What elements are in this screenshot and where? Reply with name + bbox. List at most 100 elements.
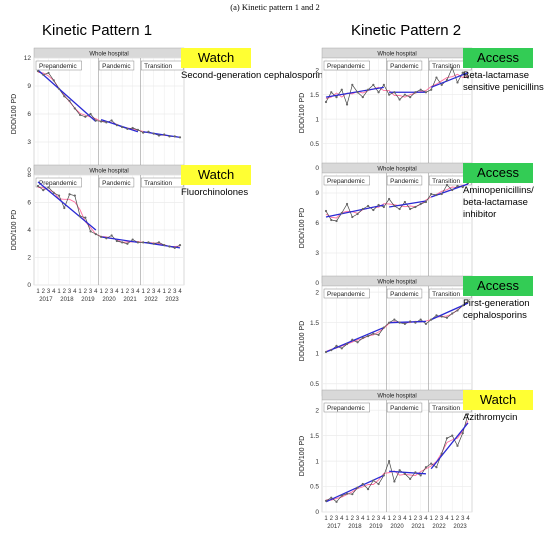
chart-panel-1: Whole hospital 0 3 6 9 12 Prepandemic Pandemic T…	[11, 47, 185, 174]
data-point	[377, 91, 380, 94]
data-point	[403, 200, 406, 204]
period-label-box	[323, 175, 370, 186]
data-point	[435, 193, 438, 197]
y-tick-label: 1	[315, 350, 319, 357]
regression-segment	[143, 241, 181, 249]
y-tick-label: 6	[27, 111, 31, 118]
regression-segment	[325, 86, 384, 98]
data-point	[382, 83, 385, 86]
data-point	[131, 126, 134, 130]
data-point	[52, 191, 55, 194]
y-tick-label: 1	[315, 116, 319, 123]
data-point	[110, 119, 113, 122]
period-label-box	[35, 177, 82, 188]
data-point	[398, 98, 401, 101]
x-tick-quarter-label: 3	[131, 289, 135, 295]
y-axis-label: DDD/100 PD	[299, 208, 306, 248]
data-point	[361, 482, 364, 486]
x-tick-quarter-label: 4	[52, 289, 56, 295]
data-point	[178, 244, 182, 247]
chart-panel-6: Whole hospital 0 0.5 1 1.5 2 Prepandemic Pandem…	[299, 389, 473, 530]
data-point	[100, 235, 103, 238]
strip-label: Whole hospital	[377, 167, 416, 173]
regression-segment	[325, 204, 384, 218]
data-point	[372, 208, 375, 212]
data-point	[424, 91, 428, 94]
data-point	[147, 241, 150, 244]
y-tick-label: 0	[27, 282, 31, 289]
data-point	[121, 125, 124, 129]
x-tick-quarter-label: 2	[351, 516, 355, 522]
period-label: Prepandemic	[39, 180, 77, 187]
y-tick-label: 2	[315, 289, 319, 296]
x-tick-year-label: 2023	[453, 524, 467, 530]
data-point	[356, 486, 359, 489]
data-point	[388, 321, 391, 324]
data-point	[372, 83, 375, 86]
x-tick-quarter-label: 2	[330, 516, 334, 522]
data-point	[440, 315, 443, 318]
data-point	[345, 342, 349, 346]
x-tick-quarter-label: 3	[68, 289, 72, 295]
data-point	[110, 234, 113, 237]
data-point	[435, 314, 438, 317]
data-point	[361, 96, 364, 99]
x-tick-quarter-label: 3	[173, 289, 177, 295]
y-tick-label: 12	[24, 55, 32, 62]
data-point	[398, 469, 401, 472]
period-label-box	[386, 402, 423, 413]
category-badge: Watch	[463, 390, 533, 410]
data-point	[409, 320, 412, 323]
data-point	[94, 233, 97, 236]
data-point	[440, 452, 443, 455]
x-tick-year-label: 2018	[60, 297, 74, 303]
period-label: Pandemic	[390, 63, 419, 70]
y-tick-label: 0.5	[310, 484, 319, 491]
data-point	[52, 79, 55, 82]
data-point	[105, 121, 108, 124]
chart-panel-5: Whole hospital 0.5 1 1.5 2 Prepandemic Pandemi…	[299, 275, 473, 397]
plot-area	[321, 285, 473, 397]
data-point	[152, 242, 155, 245]
data-point	[398, 321, 401, 324]
data-point	[73, 194, 76, 197]
x-tick-quarter-label: 1	[387, 516, 391, 522]
data-point	[330, 496, 333, 499]
regression-segment	[430, 422, 469, 470]
x-tick-quarter-label: 3	[461, 516, 465, 522]
x-tick-quarter-label: 3	[419, 516, 423, 522]
data-point	[47, 71, 50, 75]
x-tick-quarter-label: 1	[345, 516, 349, 522]
y-tick-label: 1	[315, 458, 319, 465]
x-tick-quarter-label: 2	[393, 516, 397, 522]
data-point	[403, 472, 406, 475]
x-tick-quarter-label: 4	[466, 516, 470, 522]
x-tick-year-label: 2018	[348, 524, 362, 530]
y-axis-label: DDD/100 PD	[299, 321, 306, 361]
panel-description: Fluorchinolones	[181, 187, 249, 198]
data-point	[324, 100, 328, 104]
category-badge: Access	[463, 276, 533, 296]
data-point	[361, 336, 364, 340]
data-point	[445, 78, 449, 82]
category-badge: Watch	[181, 48, 251, 68]
period-label: Prepandemic	[327, 178, 365, 185]
x-tick-quarter-label: 2	[456, 516, 460, 522]
x-tick-year-label: 2022	[144, 297, 158, 303]
data-point	[377, 482, 380, 486]
data-point	[335, 344, 338, 347]
data-point	[445, 183, 449, 187]
data-point	[398, 207, 401, 211]
data-point	[419, 474, 422, 477]
data-point	[84, 115, 87, 118]
x-tick-quarter-label: 3	[89, 289, 93, 295]
data-point	[178, 136, 182, 139]
data-point	[382, 474, 385, 477]
data-point	[147, 130, 150, 133]
data-point	[414, 471, 417, 474]
y-axis-label: DDD/100 PD	[11, 210, 18, 250]
data-point	[63, 206, 66, 210]
data-point	[456, 81, 459, 84]
period-label: Prepandemic	[327, 405, 365, 412]
x-tick-quarter-label: 1	[366, 516, 370, 522]
